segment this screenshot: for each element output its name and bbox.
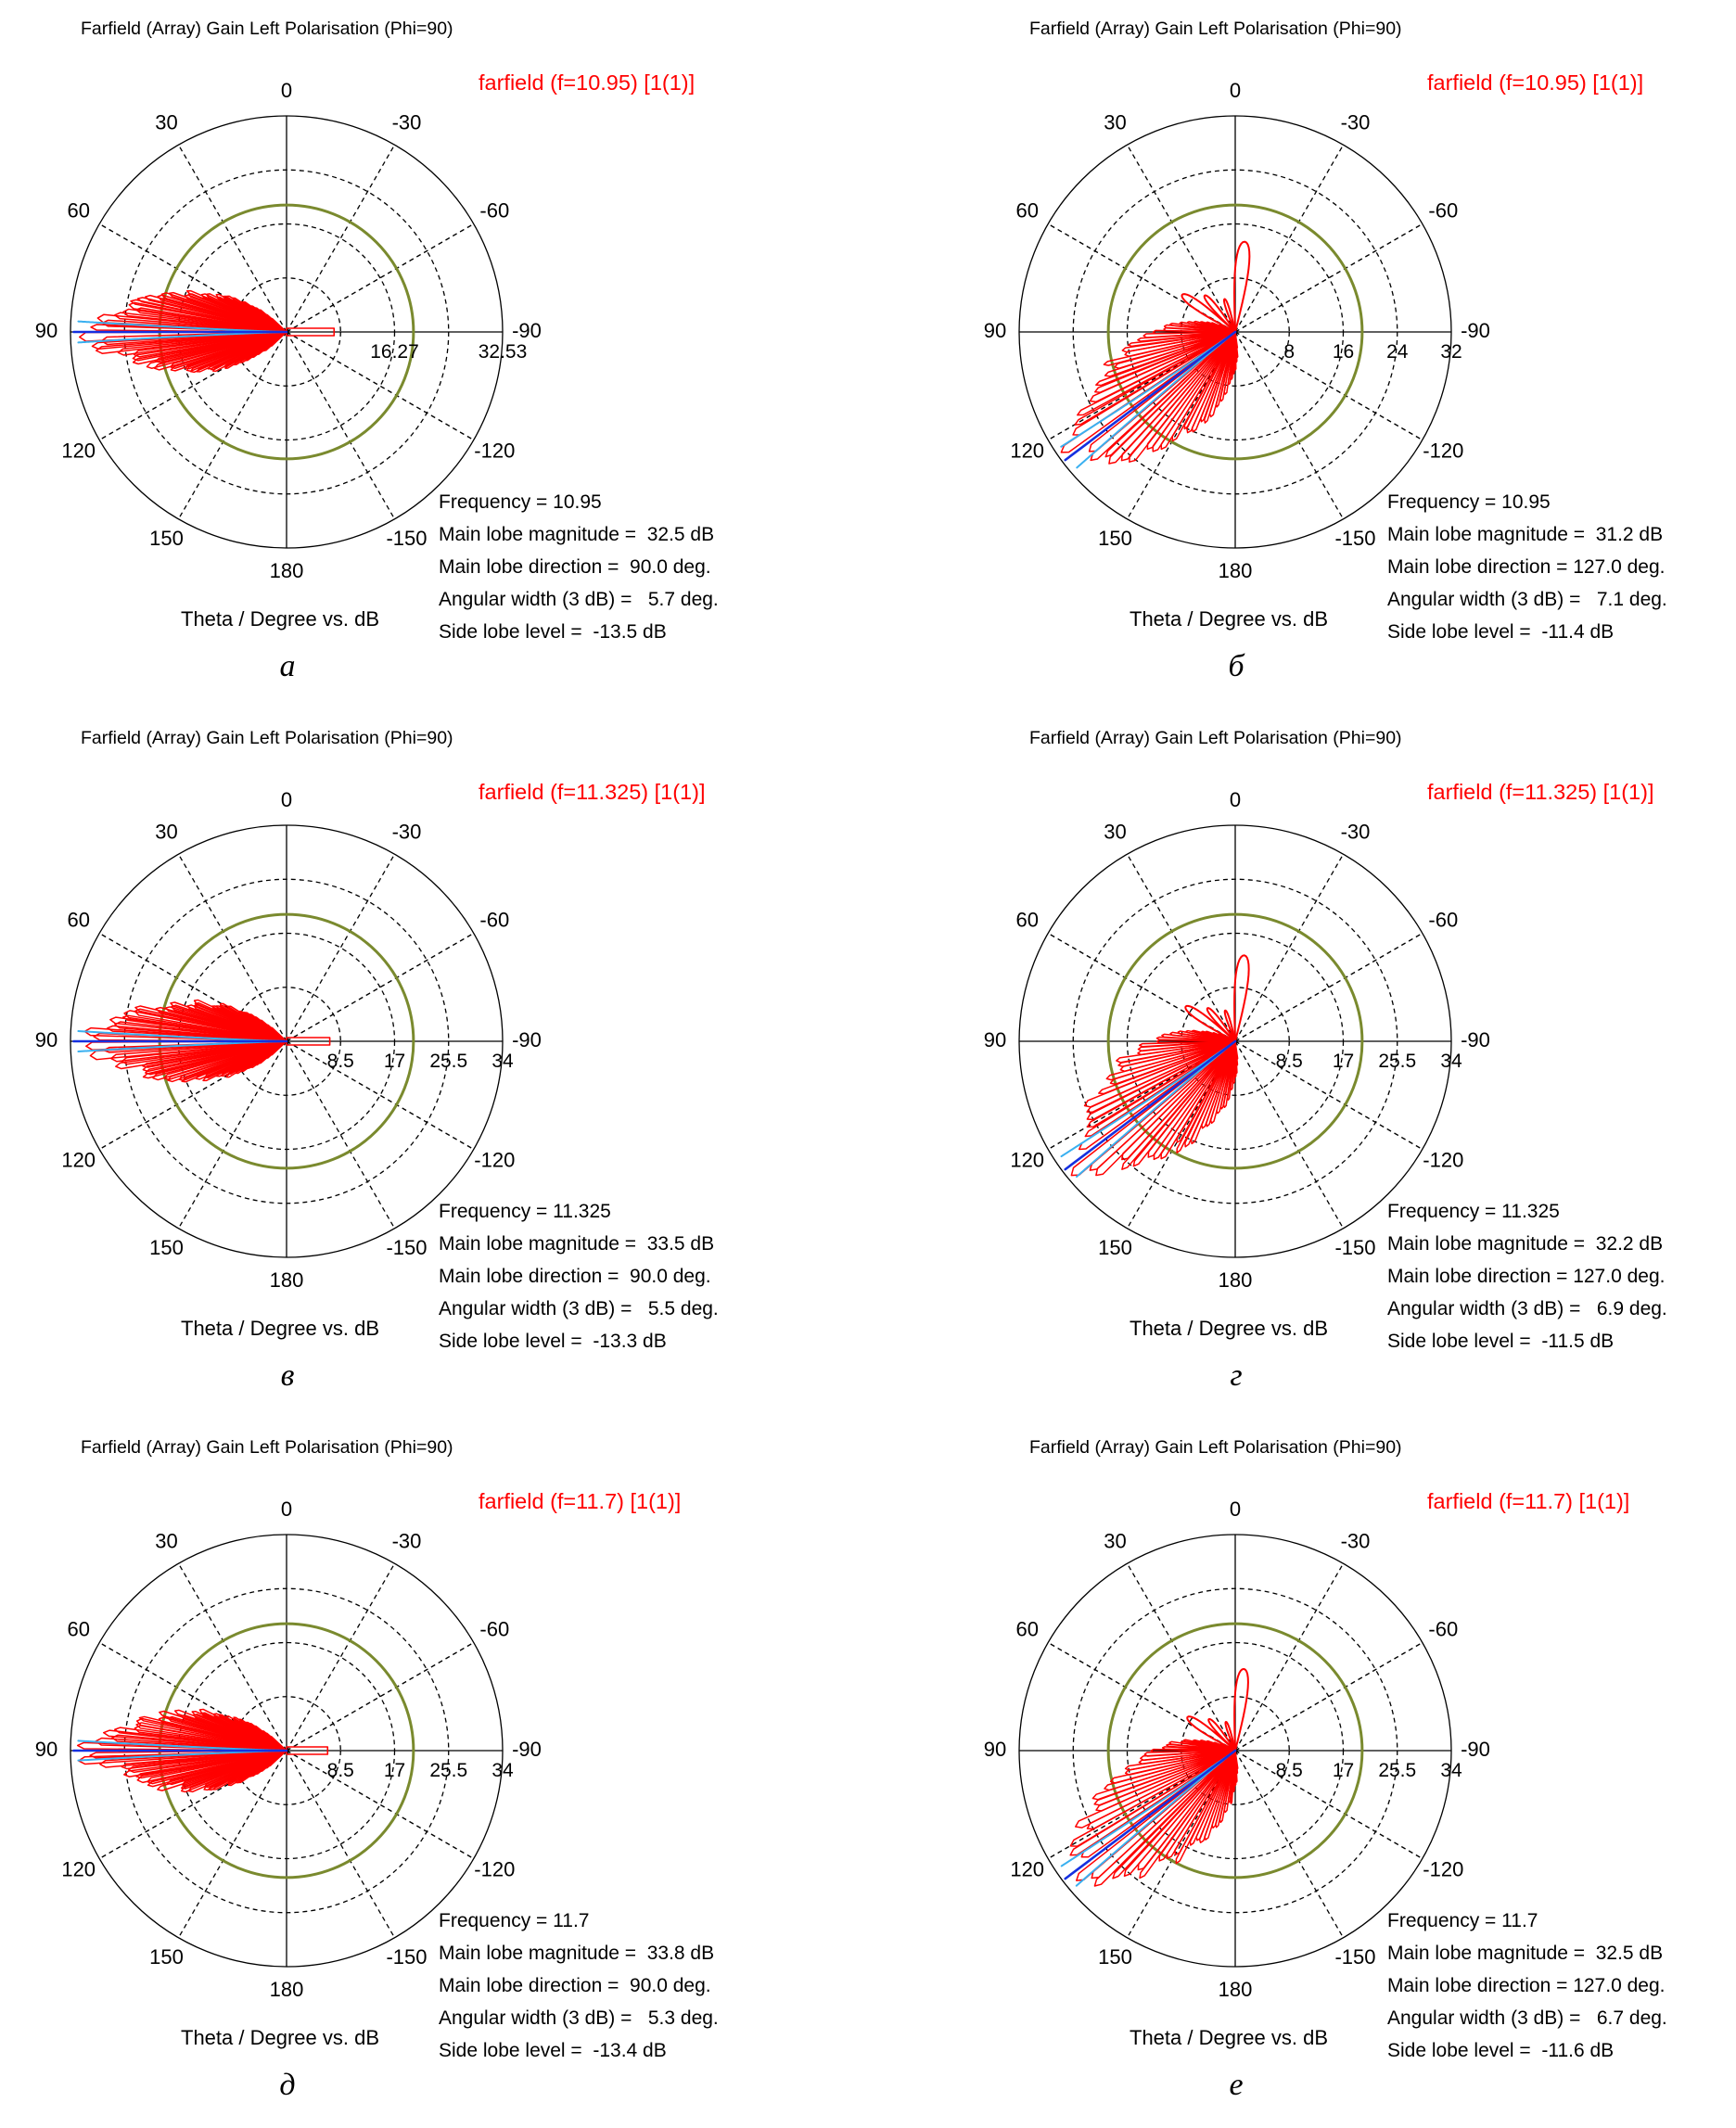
svg-text:-120: -120 (474, 1857, 515, 1880)
svg-text:17: 17 (1333, 1051, 1354, 1072)
svg-text:8.5: 8.5 (1276, 1051, 1303, 1072)
svg-text:90: 90 (984, 1028, 1006, 1051)
svg-text:8.5: 8.5 (327, 1051, 354, 1072)
svg-text:30: 30 (1104, 821, 1126, 844)
svg-text:180: 180 (270, 1268, 304, 1292)
svg-text:60: 60 (1015, 198, 1038, 222)
svg-text:-90: -90 (512, 1028, 542, 1051)
svg-text:17: 17 (384, 1051, 405, 1072)
svg-text:150: 150 (1098, 1236, 1132, 1259)
svg-text:32: 32 (1440, 341, 1462, 363)
svg-text:90: 90 (35, 319, 57, 342)
svg-text:8.5: 8.5 (327, 1760, 354, 1781)
svg-text:180: 180 (1219, 1978, 1253, 2001)
svg-text:0: 0 (1230, 79, 1241, 102)
svg-text:-150: -150 (386, 1236, 427, 1259)
svg-text:-90: -90 (512, 319, 542, 342)
svg-text:-150: -150 (386, 527, 427, 550)
svg-text:8: 8 (1283, 341, 1295, 363)
svg-text:25.5: 25.5 (429, 1051, 467, 1072)
svg-text:120: 120 (61, 1857, 96, 1880)
svg-text:-30: -30 (392, 821, 422, 844)
svg-text:120: 120 (61, 439, 96, 462)
svg-text:180: 180 (1219, 559, 1253, 582)
svg-text:90: 90 (984, 1738, 1006, 1761)
svg-text:90: 90 (35, 1028, 57, 1051)
svg-text:-120: -120 (474, 1148, 515, 1171)
svg-text:-150: -150 (1334, 527, 1375, 550)
svg-text:-90: -90 (1461, 1738, 1490, 1761)
svg-text:0: 0 (281, 788, 292, 811)
svg-text:0: 0 (1230, 1497, 1241, 1521)
svg-text:120: 120 (1010, 1148, 1044, 1171)
svg-text:16: 16 (1333, 341, 1354, 363)
svg-text:90: 90 (35, 1738, 57, 1761)
svg-text:34: 34 (1440, 1051, 1462, 1072)
svg-text:-90: -90 (512, 1738, 542, 1761)
svg-text:120: 120 (1010, 1857, 1044, 1880)
svg-text:30: 30 (155, 1530, 177, 1553)
svg-text:17: 17 (1333, 1760, 1354, 1781)
svg-text:180: 180 (270, 559, 304, 582)
svg-text:-30: -30 (392, 1530, 422, 1553)
svg-text:90: 90 (984, 319, 1006, 342)
svg-text:25.5: 25.5 (1378, 1051, 1416, 1072)
svg-text:60: 60 (1015, 908, 1038, 931)
svg-text:-120: -120 (1423, 439, 1463, 462)
svg-text:34: 34 (491, 1051, 514, 1072)
svg-text:8.5: 8.5 (1276, 1760, 1303, 1781)
svg-text:25.5: 25.5 (1378, 1760, 1416, 1781)
svg-text:180: 180 (270, 1978, 304, 2001)
svg-text:17: 17 (384, 1760, 405, 1781)
svg-text:-150: -150 (1334, 1945, 1375, 1969)
svg-text:60: 60 (67, 908, 89, 931)
svg-text:34: 34 (1440, 1760, 1462, 1781)
svg-text:-150: -150 (386, 1945, 427, 1969)
svg-text:60: 60 (1015, 1617, 1038, 1640)
svg-text:32.53: 32.53 (479, 341, 528, 363)
svg-text:150: 150 (149, 527, 184, 550)
svg-text:180: 180 (1219, 1268, 1253, 1292)
svg-text:60: 60 (67, 198, 89, 222)
svg-text:-30: -30 (1341, 1530, 1371, 1553)
svg-text:-90: -90 (1461, 1028, 1490, 1051)
svg-text:16.27: 16.27 (370, 341, 419, 363)
svg-text:0: 0 (281, 1497, 292, 1521)
svg-text:30: 30 (1104, 1530, 1126, 1553)
svg-text:-60: -60 (479, 1617, 509, 1640)
svg-text:-30: -30 (1341, 821, 1371, 844)
svg-text:150: 150 (1098, 527, 1132, 550)
svg-text:0: 0 (281, 79, 292, 102)
svg-text:-120: -120 (1423, 1148, 1463, 1171)
svg-text:-60: -60 (479, 908, 509, 931)
svg-text:150: 150 (149, 1236, 184, 1259)
svg-text:30: 30 (155, 111, 177, 134)
svg-text:-60: -60 (1428, 1617, 1458, 1640)
svg-text:-120: -120 (474, 439, 515, 462)
svg-text:120: 120 (1010, 439, 1044, 462)
svg-text:120: 120 (61, 1148, 96, 1171)
svg-text:-60: -60 (479, 198, 509, 222)
svg-text:-30: -30 (392, 111, 422, 134)
svg-text:-150: -150 (1334, 1236, 1375, 1259)
svg-text:-60: -60 (1428, 198, 1458, 222)
svg-text:34: 34 (491, 1760, 514, 1781)
svg-text:150: 150 (1098, 1945, 1132, 1969)
svg-text:150: 150 (149, 1945, 184, 1969)
svg-text:30: 30 (1104, 111, 1126, 134)
svg-text:-120: -120 (1423, 1857, 1463, 1880)
svg-text:-30: -30 (1341, 111, 1371, 134)
svg-text:25.5: 25.5 (429, 1760, 467, 1781)
svg-text:24: 24 (1386, 341, 1409, 363)
svg-text:30: 30 (155, 821, 177, 844)
svg-text:-60: -60 (1428, 908, 1458, 931)
svg-text:0: 0 (1230, 788, 1241, 811)
svg-text:-90: -90 (1461, 319, 1490, 342)
svg-text:60: 60 (67, 1617, 89, 1640)
